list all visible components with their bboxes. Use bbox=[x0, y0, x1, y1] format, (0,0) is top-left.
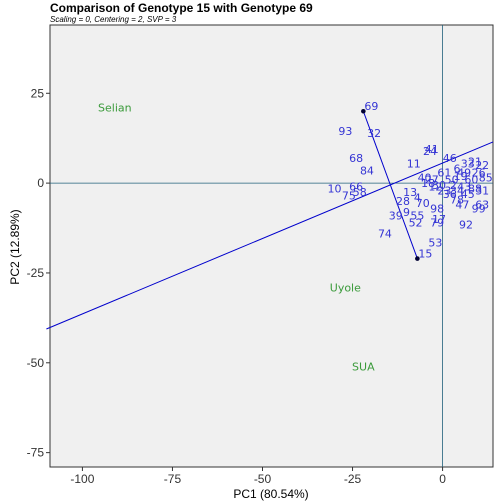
chart-subtitle: Scaling = 0, Centering = 2, SVP = 3 bbox=[50, 15, 177, 24]
genotype-label: 66 bbox=[349, 181, 363, 194]
genotype-label: 74 bbox=[378, 227, 392, 240]
genotype-label: 70 bbox=[416, 197, 430, 210]
genotype-label: 49 bbox=[457, 166, 471, 179]
genotype-label: 9 bbox=[403, 206, 410, 219]
axes: -100 -75 -50 -25 0 -75 -50 -25 0 25 bbox=[27, 86, 447, 486]
compared-genotype-label: 69 bbox=[364, 100, 378, 113]
genotype-label: 55 bbox=[410, 209, 424, 222]
y-tick-label: 0 bbox=[37, 176, 44, 190]
genotype-label: 61 bbox=[437, 166, 451, 179]
genotype-label: 19 bbox=[454, 170, 468, 183]
genotype-label: 21 bbox=[468, 156, 482, 169]
genotype-label: 39 bbox=[389, 209, 403, 222]
genotype-label: 17 bbox=[432, 213, 446, 226]
perpendicular-line bbox=[46, 141, 494, 330]
x-tick-label: -75 bbox=[164, 472, 182, 486]
genotype-label: 46 bbox=[443, 152, 457, 165]
x-tick-label: -25 bbox=[344, 472, 362, 486]
x-axis-title: PC1 (80.54%) bbox=[233, 487, 308, 501]
genotype-label: 53 bbox=[428, 236, 442, 249]
compared-genotype-point bbox=[415, 256, 420, 261]
genotype-label: 18 bbox=[421, 177, 435, 190]
environment-label: Selian bbox=[98, 102, 132, 115]
y-tick-label: -75 bbox=[27, 446, 45, 460]
y-axis-title: PC2 (12.89%) bbox=[8, 209, 22, 284]
genotype-label: 11 bbox=[407, 157, 421, 170]
genotype-label: 2 bbox=[450, 179, 457, 192]
genotype-label: 33 bbox=[461, 157, 475, 170]
genotype-label: 31 bbox=[475, 184, 489, 197]
plot-panel bbox=[49, 24, 494, 468]
genotype-label: 84 bbox=[360, 165, 374, 178]
genotype-label: 88 bbox=[468, 183, 482, 196]
genotype-label: 13 bbox=[403, 186, 417, 199]
genotype-label: 12 bbox=[428, 181, 442, 194]
genotype-label: 60 bbox=[464, 174, 478, 187]
genotype-label: 92 bbox=[459, 218, 473, 231]
environment-label: Uyole bbox=[330, 281, 361, 294]
genotype-label: 24 bbox=[423, 145, 437, 158]
genotype-label: 93 bbox=[338, 125, 352, 138]
genotype-label: 28 bbox=[396, 195, 410, 208]
genotype-label: 43 bbox=[457, 181, 471, 194]
genotype-label: 36 bbox=[443, 188, 457, 201]
genotype-label: 26 bbox=[472, 166, 486, 179]
genotype-label: 47 bbox=[455, 199, 469, 212]
environment-label: SUA bbox=[352, 360, 375, 373]
genotype-label: 85 bbox=[479, 172, 493, 185]
genotype-label: 52 bbox=[409, 217, 423, 230]
genotype-label: 6 bbox=[453, 163, 460, 176]
genotype-label: 78 bbox=[450, 193, 464, 206]
compared-genotype-point bbox=[361, 108, 366, 114]
genotype-label: 4 bbox=[414, 191, 421, 204]
genotype-label: 68 bbox=[349, 152, 363, 165]
x-tick-label: -50 bbox=[254, 472, 272, 486]
genotype-label: 99 bbox=[472, 202, 486, 215]
genotype-label: 58 bbox=[353, 186, 367, 199]
plot-background bbox=[49, 24, 494, 468]
genotype-label: 98 bbox=[430, 202, 444, 215]
compared-genotype-label: 15 bbox=[418, 248, 432, 261]
chart-title: Comparison of Genotype 15 with Genotype … bbox=[50, 1, 313, 15]
genotype-label: 22 bbox=[475, 159, 489, 172]
genotype-label: 27 bbox=[425, 174, 439, 187]
genotype-label: 32 bbox=[367, 127, 381, 140]
genotype-label: 40 bbox=[418, 172, 432, 185]
genotype-label: 34 bbox=[450, 184, 464, 197]
x-tick-label: 0 bbox=[439, 472, 446, 486]
genotype-label: 10 bbox=[328, 183, 342, 196]
genotype-label: 63 bbox=[475, 199, 489, 212]
genotype-label: 41 bbox=[425, 143, 439, 156]
genotype-label: 79 bbox=[430, 217, 444, 230]
genotype-label: 75 bbox=[342, 190, 356, 203]
x-tick-label: -100 bbox=[70, 472, 94, 486]
genotype-label: 23 bbox=[437, 184, 451, 197]
y-tick-label: 25 bbox=[31, 86, 45, 100]
comparison-lines bbox=[46, 108, 494, 330]
genotype-label: 45 bbox=[461, 188, 475, 201]
y-tick-label: -50 bbox=[27, 356, 45, 370]
genotype-label: 30 bbox=[432, 179, 446, 192]
genotype-label: 50 bbox=[445, 174, 459, 187]
y-tick-label: -25 bbox=[27, 266, 45, 280]
